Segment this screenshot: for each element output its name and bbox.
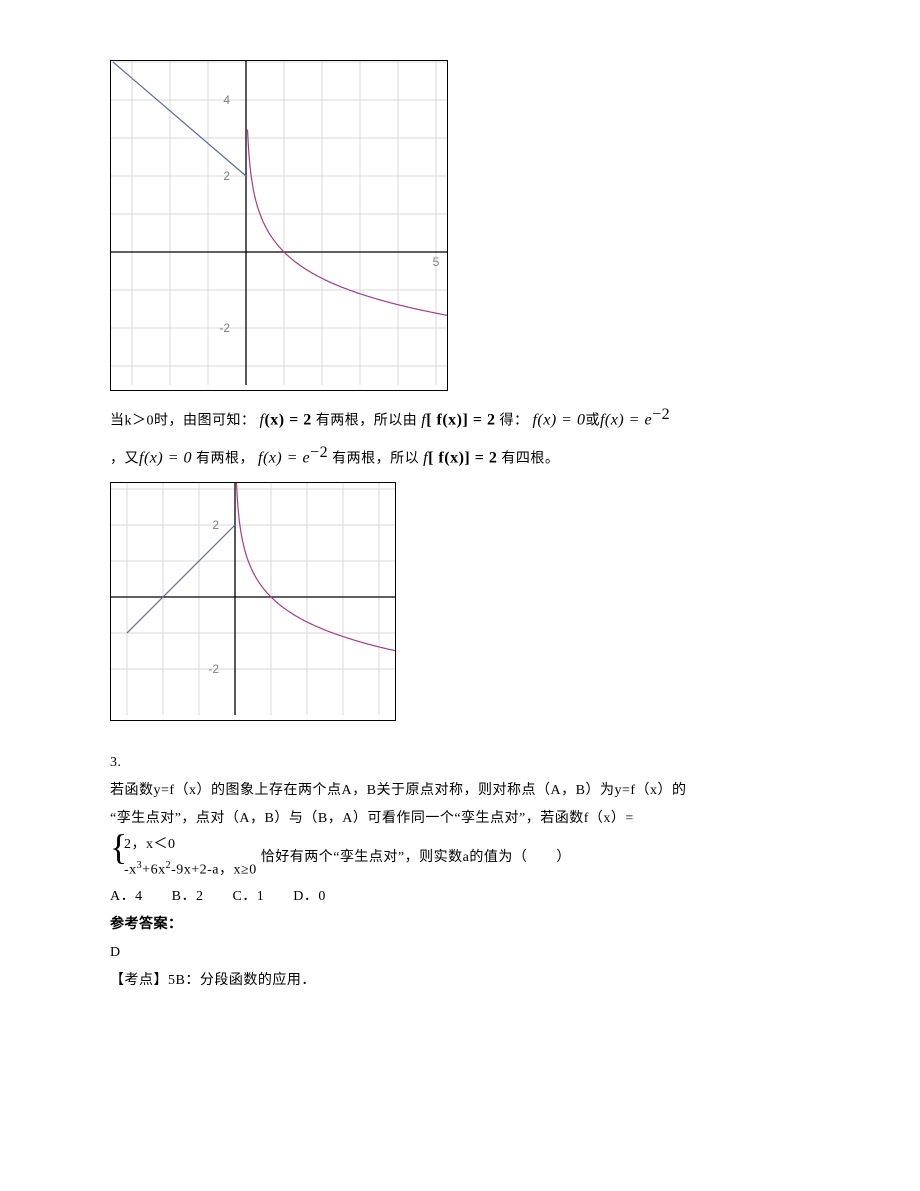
- t2: 有两根，所以由: [316, 414, 422, 429]
- m2-i: (x)] =: [442, 412, 487, 429]
- svg-text:4: 4: [223, 93, 230, 107]
- para-1: 当k＞0时，由图可知： f(x) = 2 有两根，所以由 f[ f(x)] = …: [110, 399, 810, 437]
- chart-1-frame: -2 2 4 5: [110, 60, 448, 391]
- svg-text:-2: -2: [208, 662, 219, 676]
- answer: D: [110, 939, 810, 967]
- t-or: 或: [585, 414, 600, 429]
- q3-stem2: “孪生点对”，点对（A，B）与（B，A）可看作同一个“孪生点对”，若函数f（x）…: [110, 805, 810, 833]
- m6-b: [ f: [428, 449, 444, 466]
- piece-row-2: -x3+6x2-9x+2-a，x≥0: [124, 857, 257, 882]
- keypoint: 【考点】5B：分段函数的应用．: [110, 967, 810, 995]
- svg-text:2: 2: [212, 518, 219, 532]
- m5: f(x) = e: [258, 449, 310, 466]
- m1-v: 2: [303, 412, 312, 429]
- p2c: -9x+2-a，x≥0: [171, 863, 257, 878]
- answer-label: 参考答案：: [110, 911, 810, 939]
- para-1b: ，又f(x) = 0 有两根， f(x) = e−2 有两根，所以 f[ f(x…: [110, 437, 810, 475]
- p2b: +6x: [142, 863, 165, 878]
- q3-num: 3.: [110, 749, 810, 777]
- t5: 有两根，: [196, 451, 254, 466]
- t6: 有两根，所以: [332, 451, 419, 466]
- svg-text:5: 5: [433, 255, 440, 269]
- t4: ，又: [110, 451, 139, 466]
- brace-icon: {: [110, 829, 128, 865]
- m1-p: (x) =: [264, 412, 303, 429]
- t3: 得：: [499, 414, 528, 429]
- q3-options: A．4 B．2 C．1 D．0: [110, 883, 810, 911]
- m3a: f(x) = 0: [532, 412, 585, 429]
- page-container: -2 2 4 5 当k＞0时，由图可知： f(x) = 2 有两根，所以由 f[ f(…: [0, 0, 920, 1035]
- piece-row-1: 2，x＜0: [124, 833, 257, 857]
- q3-tail: 恰好有两个“孪生点对”，则实数a的值为（ ）: [261, 850, 571, 865]
- m6-i: (x)] =: [444, 449, 489, 466]
- t1: 当k＞0时，由图可知：: [110, 414, 256, 429]
- question-3: 3. 若函数y=f（x）的图象上存在两个点A，B关于原点对称，则对称点（A，B）…: [110, 749, 810, 994]
- q3-stem1: 若函数y=f（x）的图象上存在两个点A，B关于原点对称，则对称点（A，B）为y=…: [110, 777, 810, 805]
- m4: f(x) = 0: [139, 449, 192, 466]
- m3b: f(x) = e: [600, 412, 652, 429]
- svg-text:2: 2: [223, 169, 230, 183]
- m2-b1: [ f: [426, 412, 442, 429]
- q3-piecewise-row: { 2，x＜0 -x3+6x2-9x+2-a，x≥0 恰好有两个“孪生点对”，则…: [110, 833, 810, 882]
- m6-v: 2: [489, 449, 498, 466]
- m3b-exp: −2: [652, 406, 670, 423]
- m2-v: 2: [487, 412, 496, 429]
- chart-2: -2 2: [111, 483, 395, 715]
- chart-2-frame: -2 2: [110, 482, 396, 721]
- t7: 有四根。: [501, 451, 559, 466]
- m5-exp: −2: [310, 444, 328, 461]
- chart-1: -2 2 4 5: [111, 61, 447, 385]
- svg-text:-2: -2: [219, 321, 230, 335]
- piecewise: { 2，x＜0 -x3+6x2-9x+2-a，x≥0: [110, 833, 257, 882]
